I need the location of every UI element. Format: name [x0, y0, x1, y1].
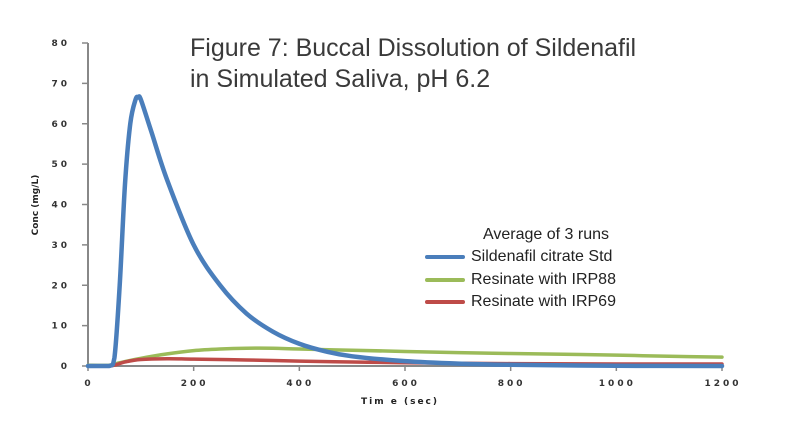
y-tick-label: 20 — [51, 281, 70, 291]
y-tick-label: 60 — [51, 120, 70, 130]
chart-title-line-2: in Simulated Saliva, pH 6.2 — [190, 65, 491, 93]
x-tick-label: 1000 — [599, 379, 636, 389]
x-tick-label: 1200 — [704, 379, 741, 389]
x-tick-label: 400 — [286, 379, 314, 389]
legend-swatch — [425, 255, 465, 259]
legend-label: Sildenafil citrate Std — [471, 248, 613, 265]
y-tick-label: 70 — [51, 79, 70, 89]
x-axis-label: Tim e (sec) — [361, 397, 439, 407]
chart-title-line-1: Figure 7: Buccal Dissolution of Sildenaf… — [190, 34, 637, 62]
y-tick-label: 30 — [51, 241, 70, 251]
legend-item-irp69: Resinate with IRP69 — [425, 293, 616, 311]
legend-label: Resinate with IRP69 — [471, 293, 616, 310]
legend-swatch — [425, 278, 465, 282]
y-tick-label: 10 — [51, 322, 70, 332]
series-lines — [85, 94, 725, 369]
x-tick-label: 800 — [498, 379, 526, 389]
y-tick-label: 80 — [51, 39, 70, 49]
x-tick-label: 600 — [392, 379, 420, 389]
x-tick-label: 0 — [84, 379, 93, 389]
y-tick-label: 0 — [61, 362, 70, 372]
legend-swatch — [425, 300, 465, 304]
y-tick-label: 40 — [51, 201, 70, 211]
legend-item-sildenafil: Sildenafil citrate Std — [425, 248, 612, 266]
chart-title: Figure 7: Buccal Dissolution of Sildenaf… — [190, 33, 636, 95]
legend-label: Resinate with IRP88 — [471, 271, 616, 288]
legend-title: Average of 3 runs — [483, 226, 610, 243]
y-tick-label: 50 — [51, 160, 70, 170]
y-axis-label: Conc (mg/L) — [31, 175, 41, 236]
legend-item-irp88: Resinate with IRP88 — [425, 271, 616, 289]
x-tick-label: 200 — [181, 379, 209, 389]
series-line-sildenafil — [85, 94, 725, 369]
